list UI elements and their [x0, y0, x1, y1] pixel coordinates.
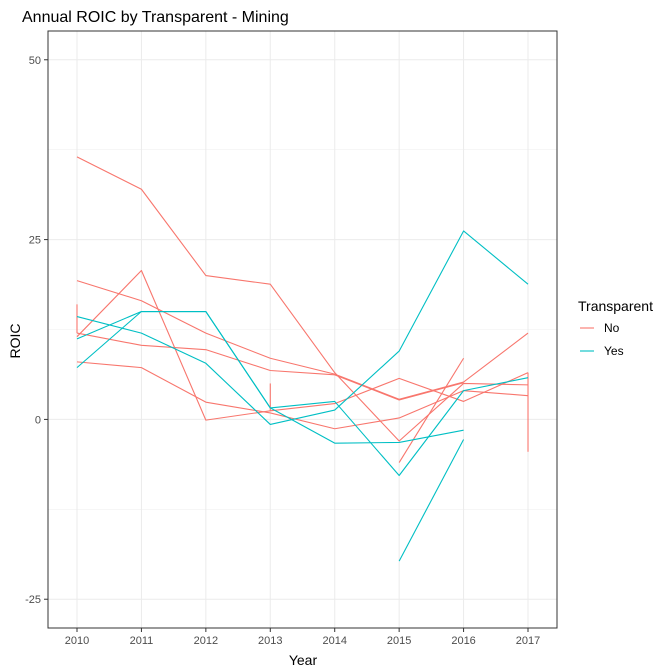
- series-line-yes: [76, 310, 529, 477]
- series-lines: [76, 156, 529, 562]
- y-axis-ticks: -25 0 25 50: [25, 55, 48, 606]
- series-line-no: [398, 357, 465, 463]
- y-axis-title: ROIC: [7, 324, 23, 359]
- series-line-no: [76, 361, 529, 430]
- chart-title: Annual ROIC by Transparent - Mining: [22, 9, 289, 26]
- x-tick-label: 2013: [258, 635, 282, 647]
- y-tick-label: -25: [25, 594, 41, 606]
- series-line-yes: [76, 230, 529, 425]
- series-line-no: [76, 280, 529, 400]
- legend-title: Transparent: [578, 298, 653, 314]
- series-line-yes: [76, 310, 464, 444]
- x-tick-label: 2012: [194, 635, 218, 647]
- legend-label-yes: Yes: [604, 344, 624, 358]
- x-tick-label: 2016: [451, 635, 475, 647]
- series-line-yes: [398, 439, 465, 562]
- panel-border: [47, 30, 558, 629]
- legend-keys: No Yes: [578, 319, 624, 360]
- x-tick-label: 2010: [65, 635, 89, 647]
- grid-lines: [48, 31, 557, 628]
- x-axis-title: Year: [289, 652, 318, 668]
- y-tick-label: 0: [35, 414, 41, 426]
- series-line-no: [76, 332, 464, 401]
- y-tick-label: 50: [29, 55, 41, 67]
- x-tick-label: 2014: [322, 635, 346, 647]
- x-tick-label: 2017: [516, 635, 540, 647]
- legend: Transparent No Yes: [578, 298, 653, 360]
- x-axis-ticks: 2010 2011 2012 2013 2014 2015 2016 2017: [65, 628, 540, 647]
- y-tick-label: 25: [29, 235, 41, 247]
- x-tick-label: 2015: [387, 635, 411, 647]
- series-line-no: [76, 156, 529, 442]
- series-line-no: [76, 269, 529, 421]
- x-tick-label: 2011: [130, 635, 154, 647]
- legend-label-no: No: [604, 321, 620, 335]
